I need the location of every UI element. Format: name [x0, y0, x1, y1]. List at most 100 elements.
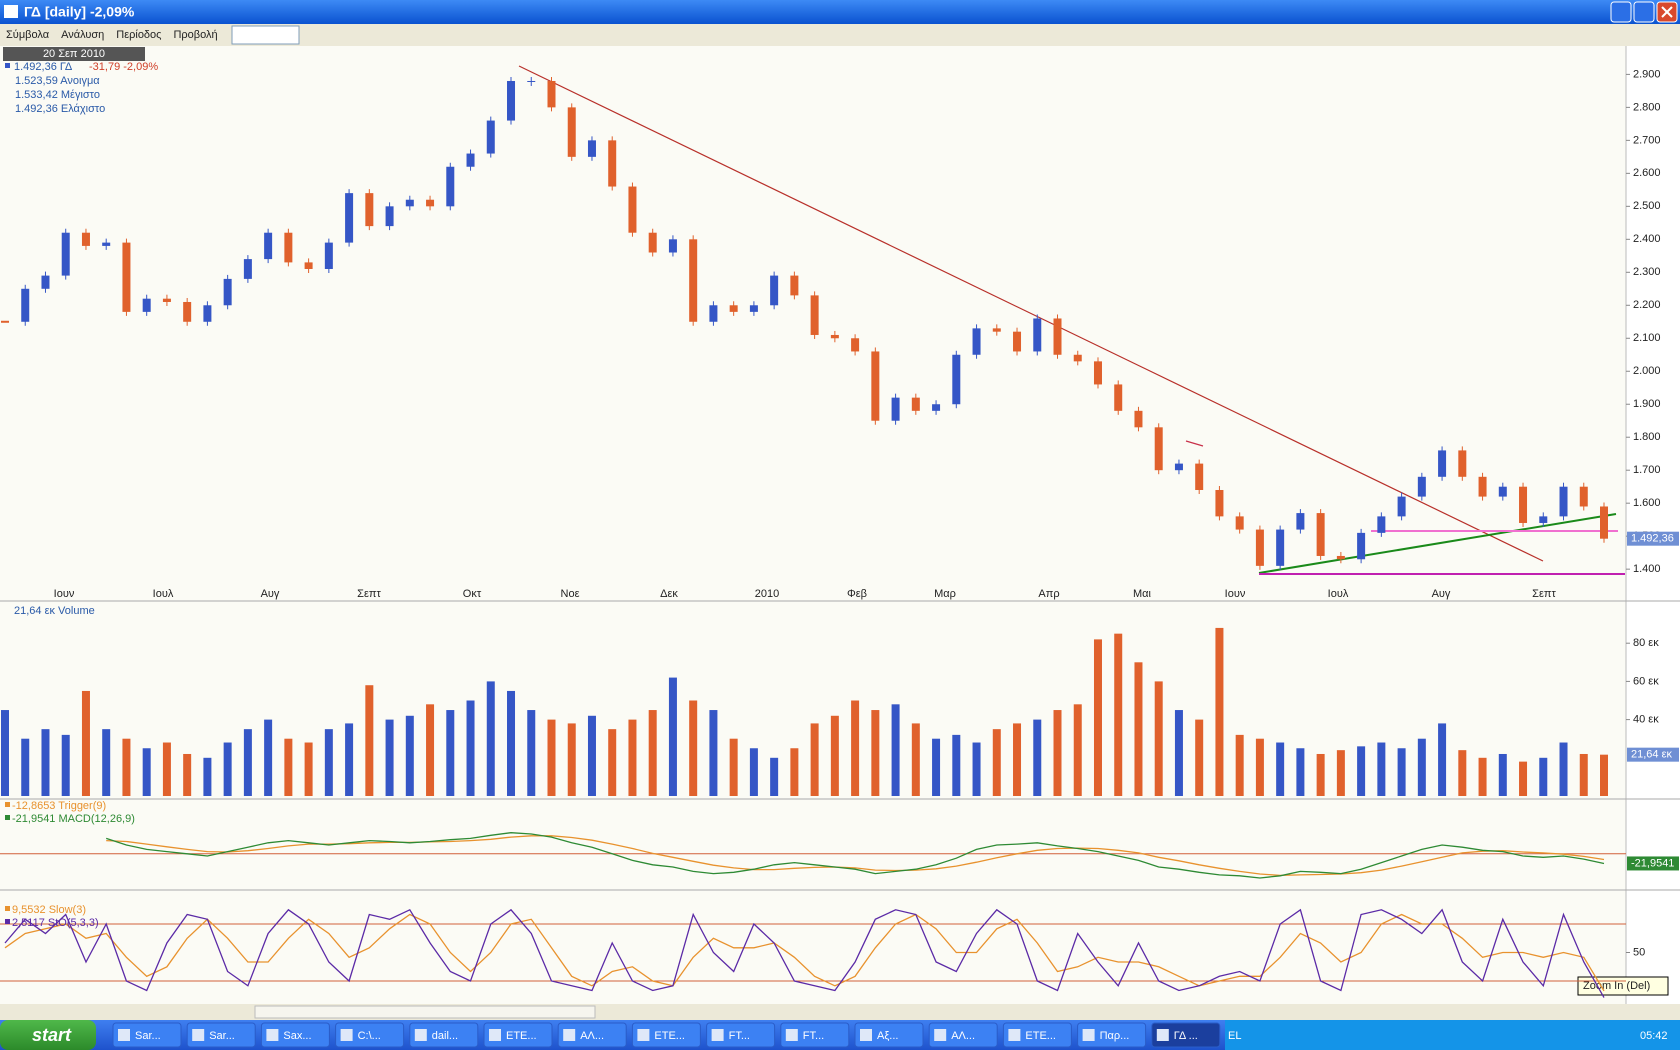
x-tick-label: Μαρ: [934, 588, 956, 600]
task-label: ETE...: [654, 1030, 685, 1042]
volume-bar: [1195, 719, 1204, 796]
quote-high: 1.533,42 Μέγιστο: [15, 89, 100, 101]
task-label: FT...: [729, 1030, 750, 1042]
volume-bar: [1357, 746, 1366, 796]
x-tick-label: Αυγ: [1432, 588, 1451, 600]
volume-bar: [507, 690, 516, 796]
volume-bar: [1134, 662, 1143, 796]
y-tick-label: 1.900: [1633, 398, 1661, 410]
start-button[interactable]: [0, 1020, 96, 1050]
candle: [587, 140, 596, 157]
y-tick-label: 50: [1633, 946, 1645, 958]
symbol-input[interactable]: [231, 25, 300, 45]
minimize-button[interactable]: [1610, 1, 1632, 23]
candle: [709, 305, 718, 322]
last-value-box: [1627, 531, 1679, 546]
candle: [1336, 555, 1345, 560]
task-icon: [711, 1029, 724, 1041]
candle: [243, 259, 252, 279]
candle: [729, 305, 738, 312]
menu-bar: [0, 24, 1680, 46]
volume-bar: [810, 723, 819, 796]
drawing[interactable]: [1185, 440, 1204, 447]
clock: 05:42: [1640, 1030, 1668, 1042]
candle: [608, 140, 617, 187]
volume-bar: [972, 742, 981, 796]
candle: [648, 232, 657, 253]
scroll-thumb[interactable]: [254, 1005, 596, 1019]
pane-legend: 21,64 εκ Volume: [14, 605, 95, 617]
volume-bar: [61, 734, 70, 796]
candle: [810, 295, 819, 335]
candle: [1478, 476, 1487, 497]
task-icon: [489, 1029, 501, 1041]
volume-bar: [1154, 681, 1163, 796]
candle: [749, 305, 758, 312]
task-label: ETE...: [1025, 1030, 1056, 1042]
volume-bar: [21, 738, 30, 796]
candle: [1296, 513, 1305, 530]
volume-bar: [1013, 723, 1022, 796]
close-glyph: [1661, 6, 1673, 18]
candle: [1377, 516, 1386, 533]
language: EL: [1228, 1030, 1241, 1042]
menu-item[interactable]: Σύμβολα: [6, 29, 50, 41]
candle: [992, 328, 1001, 332]
y-tick-label: 1.400: [1633, 563, 1661, 575]
volume-bar: [729, 738, 738, 796]
volume-bar: [1235, 734, 1244, 796]
restore-button[interactable]: [1633, 1, 1655, 23]
x-tick-label: Απρ: [1038, 588, 1059, 600]
system-tray: [1225, 1020, 1680, 1050]
volume-bar: [264, 719, 273, 796]
volume-bar: [284, 738, 293, 796]
volume-bar: [992, 729, 1001, 796]
volume-bar: [790, 748, 799, 796]
candle: [1053, 318, 1062, 355]
menu-item[interactable]: Περίοδος: [116, 29, 161, 41]
volume-bar: [1316, 753, 1325, 796]
legend-swatch: [5, 63, 10, 68]
support-line[interactable]: [1258, 513, 1617, 574]
candle: [1357, 532, 1366, 560]
candle: [932, 404, 941, 411]
candle: [1033, 318, 1042, 352]
volume-bar: [527, 710, 536, 796]
scrollbar[interactable]: [0, 1004, 1680, 1020]
volume-bar: [183, 753, 192, 796]
volume-bar: [1215, 627, 1224, 796]
volume-bar: [304, 742, 313, 796]
menu-item[interactable]: Προβολή: [173, 29, 217, 41]
legend-entry[interactable]: -21,9541 MACD(12,26,9): [12, 813, 135, 825]
y-tick-label: 2.300: [1633, 266, 1661, 278]
candle: [911, 397, 920, 411]
task-label: Sax...: [283, 1030, 311, 1042]
indicator-line: [4, 913, 1605, 992]
candle: [426, 199, 435, 207]
trend-line[interactable]: [518, 65, 1544, 562]
volume-bar: [81, 690, 90, 796]
legend-entry[interactable]: -12,8653 Trigger(9): [12, 800, 106, 812]
y-tick-label: 2.800: [1633, 101, 1661, 113]
legend-entry[interactable]: 9,5532 Slow(3): [12, 904, 86, 916]
volume-bar: [628, 719, 637, 796]
volume-bar: [648, 710, 657, 796]
volume-bar: [1417, 738, 1426, 796]
indicator-line: [4, 908, 1605, 998]
quote-change: -31,79 -2,09%: [89, 61, 158, 73]
task-label: ΑΛ...: [951, 1030, 975, 1042]
candle: [770, 275, 779, 306]
volume-bar: [1498, 753, 1507, 796]
volume-bar: [932, 738, 941, 796]
volume-bar: [1033, 719, 1042, 796]
task-icon: [414, 1029, 427, 1041]
task-icon: [340, 1029, 353, 1041]
volume-bar: [547, 719, 556, 796]
volume-bar: [446, 710, 455, 796]
volume-bar: [385, 719, 394, 796]
axis-area: [1626, 46, 1680, 1004]
window-buttons[interactable]: [1610, 1, 1678, 23]
volume-bar: [102, 729, 111, 796]
menu-item[interactable]: Ανάλυση: [61, 29, 104, 41]
